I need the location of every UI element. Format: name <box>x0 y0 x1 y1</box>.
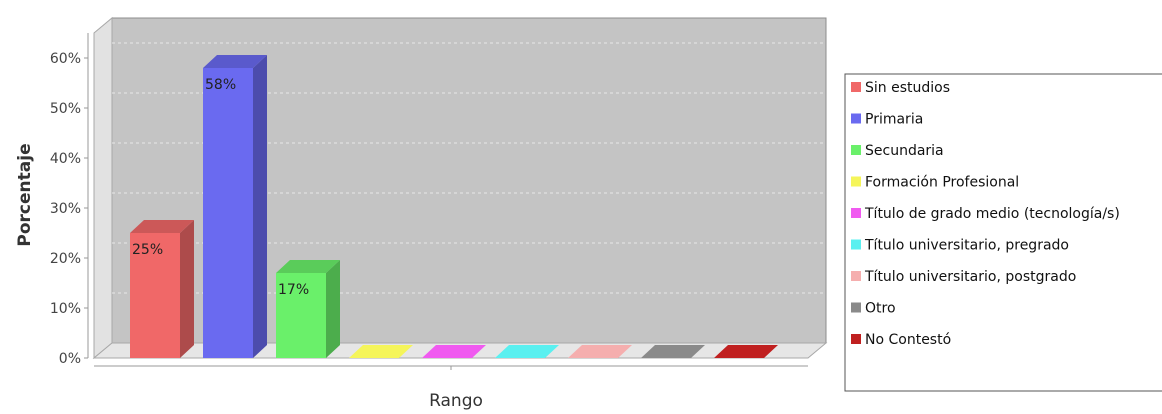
bar <box>349 345 413 358</box>
legend-item: Título universitario, pregrado <box>851 238 1069 254</box>
legend-label: Título universitario, pregrado <box>864 238 1069 254</box>
bar-front <box>130 233 180 358</box>
y-tick-label: 50% <box>50 101 81 117</box>
bar-side <box>253 55 267 358</box>
bar-front <box>203 68 253 358</box>
bar: 58% <box>203 55 267 358</box>
legend-item: Título universitario, postgrado <box>851 269 1076 285</box>
y-tick-label: 60% <box>50 51 81 67</box>
legend: Sin estudios Primaria Secundaria Formación … <box>844 73 1162 392</box>
bar-top <box>203 55 267 68</box>
y-axis: 0% 10% 20% 30% 40% 50% 60% <box>50 33 89 367</box>
bars: 25% 58% 17% <box>130 55 778 358</box>
legend-label: No Contestó <box>865 332 951 348</box>
legend-swatch <box>851 82 861 92</box>
legend-item: Secundaria <box>851 143 944 159</box>
y-tick-label: 0% <box>59 351 81 367</box>
legend-swatch <box>851 239 861 250</box>
y-tick-label: 20% <box>50 251 81 267</box>
legend-swatch <box>851 113 861 124</box>
bar-side <box>180 220 194 358</box>
bar: 25% <box>130 220 194 358</box>
legend-swatch <box>851 334 861 344</box>
bar <box>714 345 778 358</box>
bar-top <box>714 345 778 358</box>
plot-left-wall <box>93 16 113 360</box>
legend-swatch <box>851 145 861 155</box>
legend-label: Título universitario, postgrado <box>864 269 1076 285</box>
legend-label: Primaria <box>865 112 923 128</box>
bar <box>495 345 559 358</box>
bar: 17% <box>276 260 340 358</box>
legend-item: No Contestó <box>851 332 951 348</box>
bar-top <box>276 260 340 273</box>
bar-top <box>422 345 486 358</box>
bar-top <box>349 345 413 358</box>
legend-item: Formación Profesional <box>851 175 1019 191</box>
legend-label: Título de grado medio (tecnología/s) <box>864 206 1120 222</box>
bar <box>568 345 632 358</box>
legend-item: Sin estudios <box>851 80 950 96</box>
bar-side <box>326 260 340 358</box>
legend-item: Primaria <box>851 112 923 128</box>
bar-data-label: 25% <box>132 242 163 258</box>
y-tick-label: 10% <box>50 301 81 317</box>
legend-swatch <box>851 302 861 313</box>
bar-data-label: 17% <box>278 282 309 298</box>
x-axis-title: Rango <box>429 391 483 411</box>
legend-label: Secundaria <box>865 143 944 159</box>
legend-label: Otro <box>865 301 896 317</box>
legend-label: Sin estudios <box>865 80 950 96</box>
bar-top <box>130 220 194 233</box>
bar-front <box>276 273 326 358</box>
legend-box <box>844 73 1162 392</box>
bar-data-label: 58% <box>205 77 236 93</box>
legend-swatch <box>851 208 861 218</box>
y-tick-label: 30% <box>50 201 81 217</box>
y-axis-title: Porcentaje <box>15 143 35 246</box>
bar <box>641 345 705 358</box>
legend-item: Otro <box>851 301 896 317</box>
legend-swatch <box>851 271 861 281</box>
y-tick-label: 40% <box>50 151 81 167</box>
legend-label: Formación Profesional <box>865 175 1019 191</box>
bar <box>422 345 486 358</box>
bar-top <box>495 345 559 358</box>
legend-item: Título de grado medio (tecnología/s) <box>851 206 1120 222</box>
bar-top <box>641 345 705 358</box>
legend-swatch <box>851 176 861 187</box>
bar-top <box>568 345 632 358</box>
